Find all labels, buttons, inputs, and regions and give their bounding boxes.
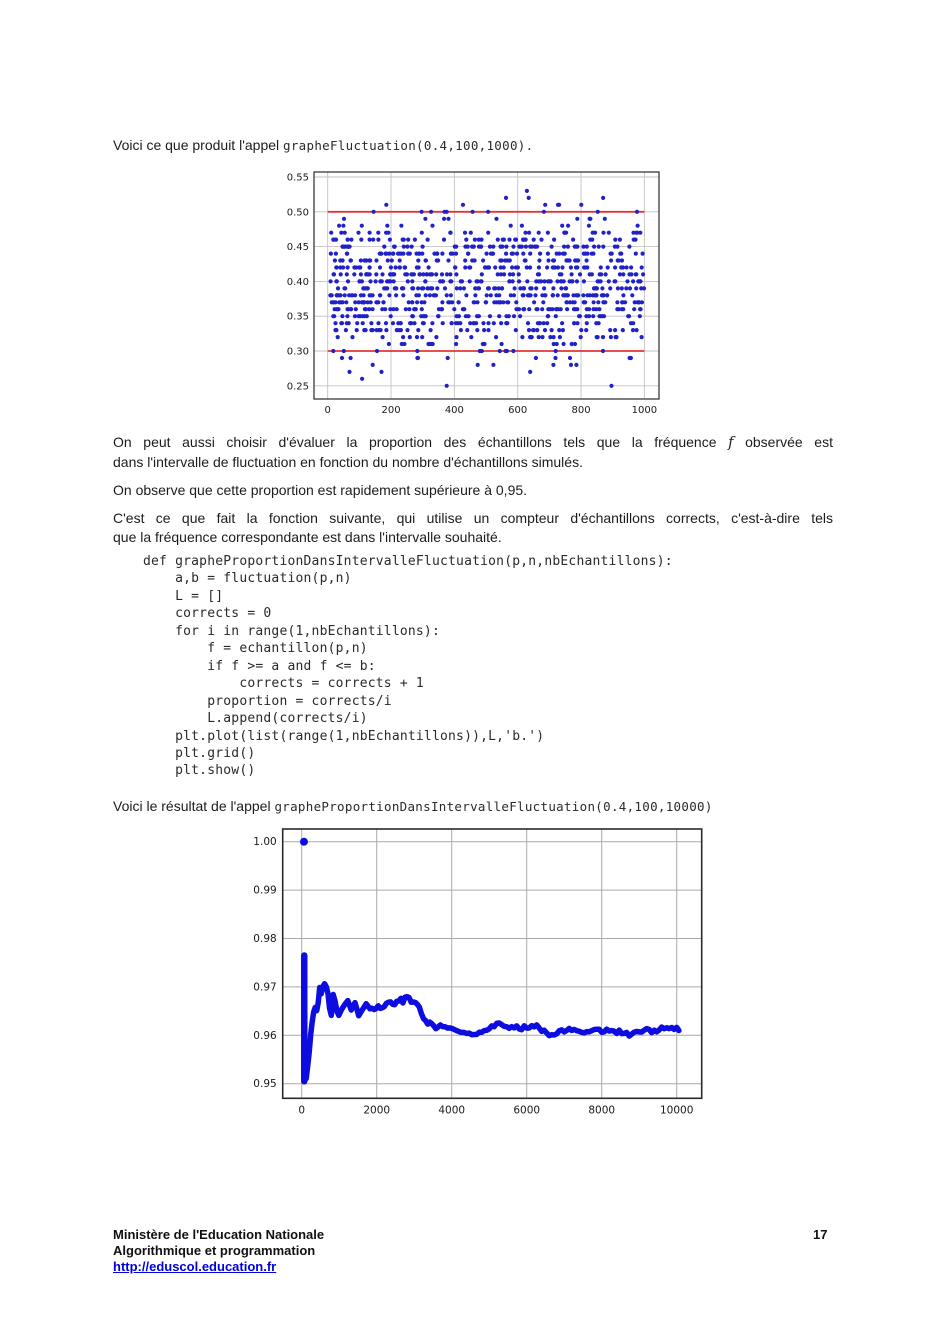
paragraph-line: On peut aussi choisir d'évaluer la propo… bbox=[113, 433, 833, 453]
svg-text:400: 400 bbox=[445, 405, 464, 416]
svg-text:0.99: 0.99 bbox=[253, 885, 276, 897]
svg-text:200: 200 bbox=[381, 405, 400, 416]
page-number: 17 bbox=[813, 1227, 828, 1242]
svg-text:4000: 4000 bbox=[438, 1104, 465, 1116]
paragraph-observation: On observe que cette proportion est rapi… bbox=[113, 482, 528, 498]
footer-subject: Algorithmique et programmation bbox=[113, 1243, 316, 1258]
svg-text:2000: 2000 bbox=[363, 1104, 390, 1116]
svg-text:0: 0 bbox=[298, 1104, 305, 1116]
footer-ministry: Ministère de l'Education Nationale bbox=[113, 1227, 325, 1242]
svg-text:0.96: 0.96 bbox=[253, 1030, 277, 1042]
svg-text:0.35: 0.35 bbox=[287, 312, 309, 323]
paragraph-proportion-evaluation: On peut aussi choisir d'évaluer la propo… bbox=[113, 433, 833, 472]
svg-text:0.25: 0.25 bbox=[287, 381, 309, 392]
x-axis-tick-labels: 0 2000 4000 6000 8000 10000 bbox=[298, 1104, 693, 1116]
eduscol-link[interactable]: http://eduscol.education.fr bbox=[113, 1259, 277, 1274]
grid-lines bbox=[282, 829, 702, 1099]
paragraph-text: observée est bbox=[733, 434, 833, 450]
svg-text:0: 0 bbox=[325, 405, 331, 416]
scatter-points bbox=[328, 188, 647, 388]
svg-text:1000: 1000 bbox=[632, 405, 657, 416]
proportion-line-chart: 0.95 0.96 0.97 0.98 0.99 1.00 0 2000 4000 6000 800… bbox=[253, 828, 703, 1116]
paragraph-line: C'est ce que fait la fonction suivante, … bbox=[113, 510, 833, 526]
svg-text:0.45: 0.45 bbox=[287, 242, 309, 253]
svg-text:8000: 8000 bbox=[588, 1104, 615, 1116]
proportion-line-series bbox=[299, 837, 682, 1085]
grid-lines bbox=[314, 172, 659, 399]
first-sample-point bbox=[299, 837, 308, 846]
paragraph-line: que la fréquence correspondante est dans… bbox=[113, 529, 502, 545]
fluctuation-scatter-chart: 0.25 0.30 0.35 0.40 0.45 0.50 0.55 0 200 400 600 80… bbox=[287, 171, 660, 416]
intro-proportion-line: Voici le résultat de l'appel graphePropo… bbox=[113, 797, 873, 816]
intro-proportion-code: grapheProportionDansIntervalleFluctuatio… bbox=[274, 799, 713, 814]
paragraph-function-description: C'est ce que fait la fonction suivante, … bbox=[113, 509, 833, 547]
svg-text:0.30: 0.30 bbox=[287, 347, 309, 358]
svg-text:1.00: 1.00 bbox=[253, 836, 276, 848]
svg-text:0.95: 0.95 bbox=[253, 1078, 276, 1090]
paragraph-line: dans l'intervalle de fluctuation en fonc… bbox=[113, 454, 583, 470]
intro-fluctuation-text: Voici ce que produit l'appel bbox=[113, 137, 284, 153]
plot-frame bbox=[313, 171, 660, 400]
plot-frame bbox=[281, 828, 703, 1100]
svg-text:0.98: 0.98 bbox=[253, 933, 276, 945]
svg-text:0.50: 0.50 bbox=[287, 207, 309, 218]
svg-text:6000: 6000 bbox=[513, 1104, 540, 1116]
svg-text:600: 600 bbox=[508, 405, 527, 416]
paragraph-text: On peut aussi choisir d'évaluer la propo… bbox=[113, 434, 729, 450]
frequency-variable-f: f bbox=[728, 435, 734, 451]
intro-fluctuation-code: grapheFluctuation(0.4,100,1000). bbox=[283, 138, 534, 153]
svg-text:0.40: 0.40 bbox=[287, 277, 309, 288]
y-axis-tick-labels: 0.95 0.96 0.97 0.98 0.99 1.00 bbox=[253, 836, 277, 1090]
svg-text:10000: 10000 bbox=[660, 1104, 693, 1116]
x-axis-tick-labels: 0 200 400 600 800 1000 bbox=[325, 405, 658, 416]
y-axis-tick-labels: 0.25 0.30 0.35 0.40 0.45 0.50 0.55 bbox=[287, 173, 309, 393]
intro-proportion-text: Voici le résultat de l'appel bbox=[113, 798, 275, 814]
svg-text:0.55: 0.55 bbox=[287, 173, 309, 184]
intro-fluctuation-line: Voici ce que produit l'appel grapheFluct… bbox=[113, 136, 833, 155]
python-code-listing: def grapheProportionDansIntervalleFluctu… bbox=[143, 554, 673, 779]
svg-text:0.97: 0.97 bbox=[253, 981, 276, 993]
svg-text:800: 800 bbox=[571, 405, 590, 416]
